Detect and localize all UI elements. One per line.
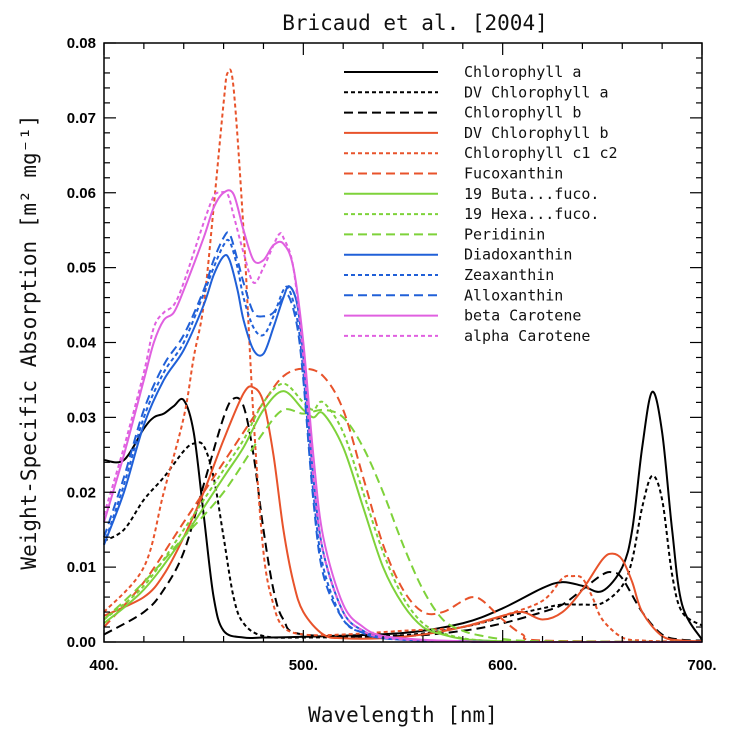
- x-tick-label: 400.: [89, 657, 118, 674]
- legend-label: Chlorophyll b: [464, 104, 581, 122]
- y-tick-label: 0.04: [67, 335, 97, 352]
- legend-label: DV Chlorophyll b: [464, 124, 609, 142]
- legend-label: Alloxanthin: [464, 286, 563, 304]
- y-tick-label: 0.08: [67, 35, 96, 52]
- series-line-dv-chlorophyll-a: [103, 441, 703, 639]
- series-line-chlorophyll-a: [103, 390, 703, 641]
- y-tick-label: 0.02: [67, 484, 96, 501]
- legend: Chlorophyll a DV Chlorophyll a Chlorophyll…: [344, 63, 618, 345]
- x-tick-label: 500.: [289, 657, 318, 674]
- chart-title: Bricaud et al. [2004]: [282, 11, 548, 35]
- series-line-alloxanthin: [103, 231, 702, 644]
- legend-label: alpha Carotene: [464, 327, 590, 345]
- y-axis-label: Weight-Specific Absorption [m² mg⁻¹]: [17, 114, 41, 569]
- series-line-beta-carotene: [103, 189, 702, 644]
- x-tick-label: 600.: [488, 657, 517, 674]
- y-tick-label: 0.00: [67, 634, 96, 651]
- legend-label: 19 Hexa...fuco.: [464, 205, 599, 223]
- legend-label: Fucoxanthin: [464, 165, 563, 183]
- y-tick-label: 0.06: [67, 185, 96, 202]
- y-tick-label: 0.07: [67, 110, 96, 127]
- legend-label: Diadoxanthin: [464, 246, 572, 264]
- plot-frame: [103, 42, 703, 643]
- axes: 400. 500. 600. 700. 0.00 0.01 0.02 0.03 0.04 0.05…: [67, 35, 717, 674]
- x-tick-label: 700.: [687, 657, 716, 674]
- legend-label: Chlorophyll c1 c2: [464, 144, 618, 162]
- legend-label: 19 Buta...fuco.: [464, 185, 599, 203]
- series-line-peridinin: [103, 408, 703, 643]
- legend-label: beta Carotene: [464, 307, 581, 325]
- legend-label: Zeaxanthin: [464, 266, 554, 284]
- legend-label: Peridinin: [464, 225, 545, 243]
- legend-label: Chlorophyll a: [464, 63, 581, 81]
- series-line-alpha-carotene: [103, 190, 702, 644]
- y-tick-label: 0.05: [67, 260, 96, 277]
- y-tick-label: 0.01: [67, 559, 96, 576]
- series-line-chlorophyll-b: [103, 396, 703, 642]
- series-line-fucoxanthin: [103, 367, 703, 643]
- y-tick-label: 0.03: [67, 409, 96, 426]
- x-axis-label: Wavelength [nm]: [308, 703, 498, 727]
- series-line-19-buta-fuco: [103, 390, 702, 644]
- legend-label: DV Chlorophyll a: [464, 83, 609, 101]
- series-line-19-hexa-fuco: [103, 382, 702, 644]
